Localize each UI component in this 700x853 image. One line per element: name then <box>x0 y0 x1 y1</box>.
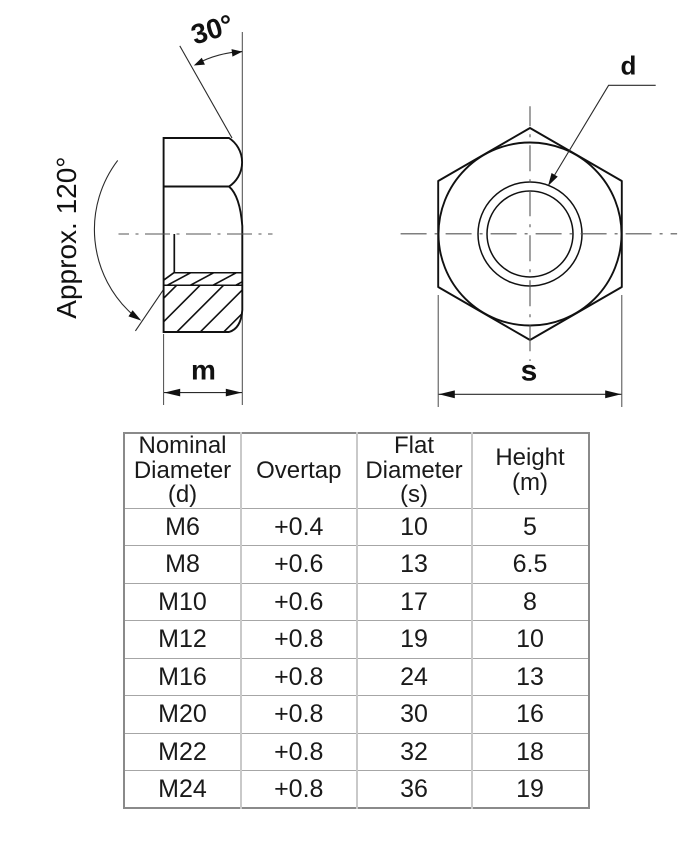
svg-text:m: m <box>191 355 216 386</box>
svg-text:30°: 30° <box>187 8 237 50</box>
svg-text:Approx. 120°: Approx. 120° <box>51 156 82 318</box>
svg-text:s: s <box>521 355 538 388</box>
svg-text:d: d <box>621 51 637 81</box>
